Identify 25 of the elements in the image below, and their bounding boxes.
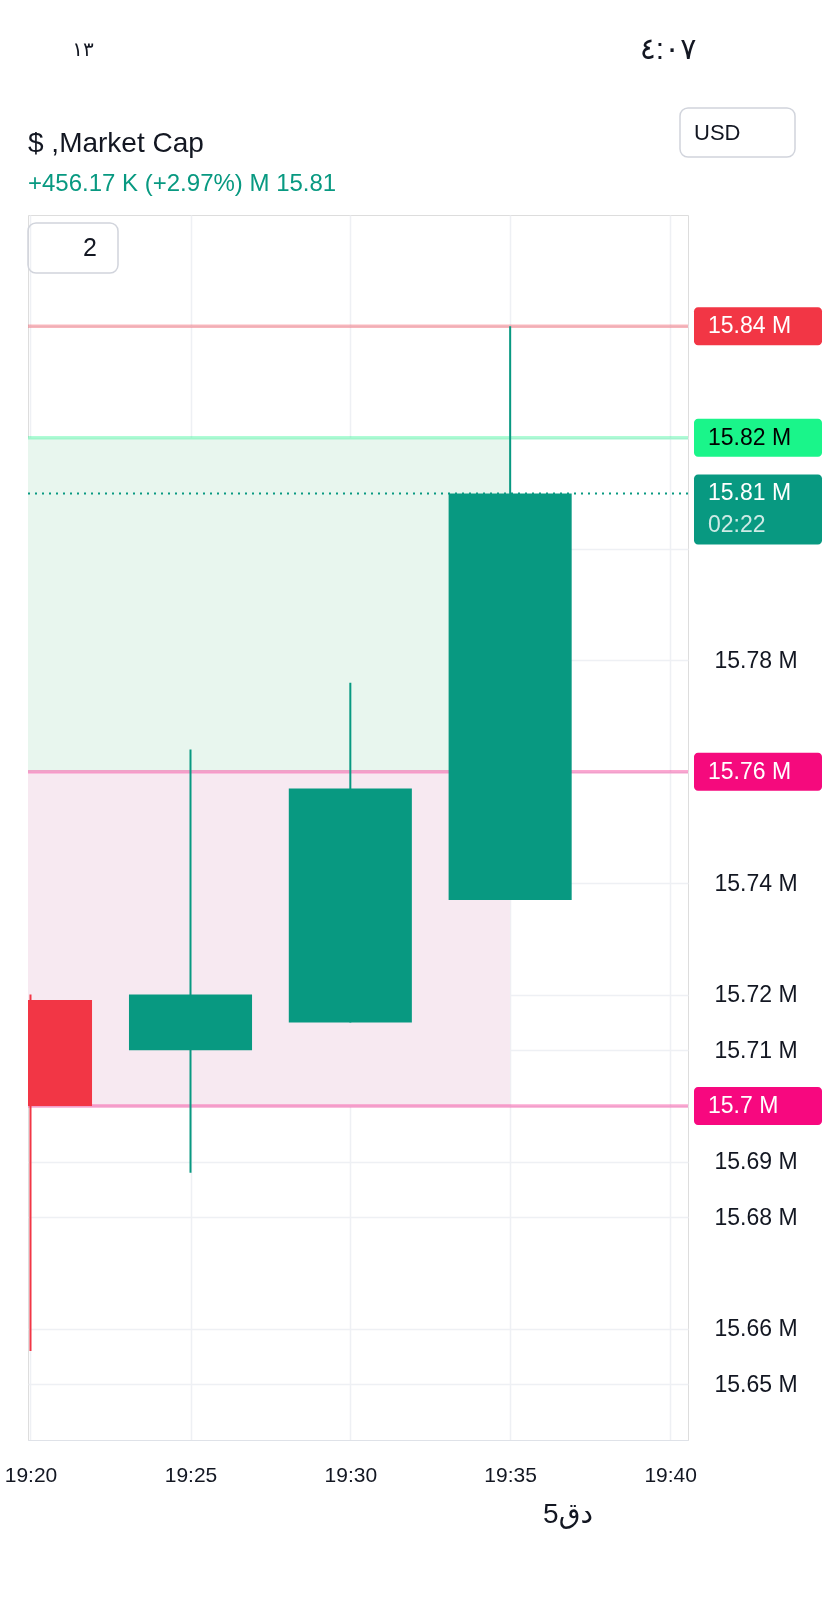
- x-tick-label: 19:30: [324, 1462, 378, 1486]
- ref-line-label: 15.82 M: [708, 423, 792, 450]
- x-tick-label: 19:40: [644, 1462, 697, 1486]
- x-tick-label: 19:25: [164, 1462, 218, 1486]
- y-tick-label: 15.69 M: [714, 1148, 798, 1175]
- y-tick-label: 15.71 M: [714, 1036, 798, 1063]
- y-tick-label: 15.72 M: [714, 981, 798, 1008]
- ref-line-label: 15.7 M: [708, 1091, 779, 1118]
- y-tick-label: 15.68 M: [714, 1203, 798, 1230]
- y-tick-label: 15.78 M: [714, 646, 798, 673]
- text: USD: [694, 120, 741, 145]
- text: ١٣: [72, 38, 94, 60]
- chart-title: $ ,Market Cap: [28, 127, 204, 158]
- chart-subtitle: +456.17 K (+2.97%) M 15.81: [28, 169, 337, 196]
- y-tick-label: 15.65 M: [714, 1370, 798, 1397]
- y-tick-label: 15.66 M: [714, 1315, 798, 1342]
- annotation: 2: [83, 233, 97, 261]
- text: 5دق: [543, 1498, 593, 1529]
- y-tick-label: 15.74 M: [714, 869, 798, 896]
- ref-line-label: 15.81 M 02:22: [708, 479, 792, 538]
- x-tick-label: 19:35: [484, 1462, 537, 1486]
- ref-line-label: 15.84 M: [708, 312, 792, 339]
- ref-line-label: 15.76 M: [708, 757, 792, 784]
- text: ٤:٠٧: [639, 32, 697, 65]
- x-tick-label: 19:20: [4, 1462, 58, 1486]
